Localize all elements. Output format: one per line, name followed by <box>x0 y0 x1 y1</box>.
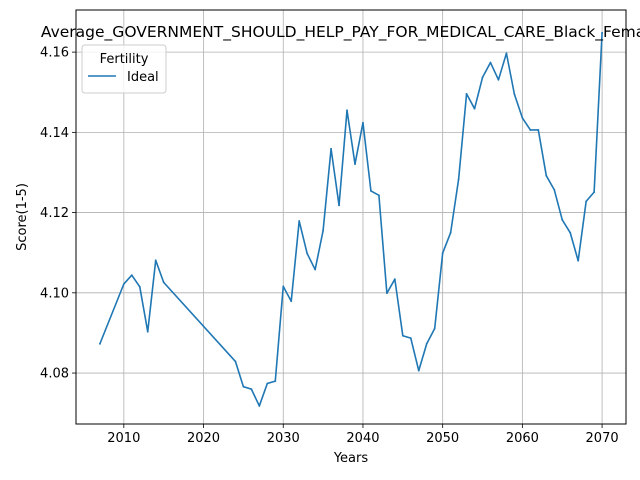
data-point <box>298 220 301 222</box>
data-point <box>601 31 603 34</box>
y-tick-label: 4.10 <box>40 286 69 301</box>
data-point <box>473 107 476 110</box>
data-point <box>385 292 388 295</box>
data-point <box>130 274 133 277</box>
data-point <box>234 360 237 363</box>
x-tick-label: 2060 <box>506 431 539 446</box>
series-layer <box>98 31 603 407</box>
data-point <box>250 388 253 390</box>
x-tick-label: 2050 <box>426 431 459 446</box>
data-point <box>162 281 165 284</box>
legend-title: Fertility <box>100 52 149 67</box>
data-point <box>441 252 444 255</box>
x-tick-label: 2040 <box>346 431 379 446</box>
data-point <box>553 188 556 191</box>
data-point <box>449 231 452 234</box>
data-point <box>401 334 404 337</box>
y-tick-label: 4.12 <box>40 206 69 221</box>
data-point <box>362 121 364 124</box>
data-point <box>338 204 340 207</box>
data-point <box>513 93 516 96</box>
data-point <box>393 278 396 281</box>
data-point <box>465 92 468 95</box>
data-point <box>569 231 572 234</box>
data-point <box>306 252 309 255</box>
data-point <box>122 283 125 285</box>
data-point <box>258 405 261 407</box>
plot-frame <box>75 9 627 425</box>
data-point <box>529 129 532 131</box>
series-line-ideal <box>98 32 603 407</box>
data-point <box>505 52 508 55</box>
data-point <box>99 342 101 345</box>
data-point <box>330 147 332 150</box>
data-point <box>274 380 277 382</box>
ticks: 2010 2020 2030 2040 2050 2060 2070 4.08 4.10 4.12… <box>40 46 619 446</box>
x-tick-label: 2070 <box>586 431 619 446</box>
data-point <box>370 190 372 192</box>
data-point <box>138 285 141 288</box>
data-point <box>585 200 588 203</box>
legend-box <box>81 44 167 94</box>
data-point <box>290 300 293 303</box>
data-point <box>537 129 540 131</box>
x-tick-label: 2030 <box>267 431 300 446</box>
y-tick-label: 4.14 <box>40 126 69 141</box>
data-point <box>425 342 428 345</box>
data-point <box>409 337 412 340</box>
data-point <box>593 191 596 194</box>
data-point <box>577 259 580 262</box>
data-point <box>354 163 356 165</box>
data-point <box>282 285 285 288</box>
data-point <box>481 76 484 79</box>
data-point <box>322 229 324 232</box>
legend: Fertility Ideal <box>81 44 167 94</box>
data-point <box>457 178 460 181</box>
data-point <box>489 61 492 64</box>
legend-label-ideal: Ideal <box>127 70 159 85</box>
data-point <box>521 117 524 119</box>
data-point <box>242 385 245 388</box>
data-point <box>154 259 157 262</box>
data-point <box>146 330 149 333</box>
data-point <box>497 78 500 81</box>
y-tick-label: 4.16 <box>40 46 69 61</box>
data-point <box>314 268 317 271</box>
x-tick-label: 2010 <box>107 431 140 446</box>
x-tick-label: 2020 <box>187 431 220 446</box>
chart-title: Average_GOVERNMENT_SHOULD_HELP_PAY_FOR_M… <box>41 23 640 42</box>
data-point <box>346 109 348 112</box>
x-axis-label: Years <box>333 451 369 466</box>
data-point <box>545 174 548 177</box>
data-point <box>417 369 420 372</box>
data-point <box>266 382 269 385</box>
data-point <box>433 327 436 330</box>
y-tick-label: 4.08 <box>40 367 69 382</box>
data-point <box>378 194 380 197</box>
y-axis-label: Score(1-5) <box>15 183 30 251</box>
data-point <box>561 218 564 221</box>
